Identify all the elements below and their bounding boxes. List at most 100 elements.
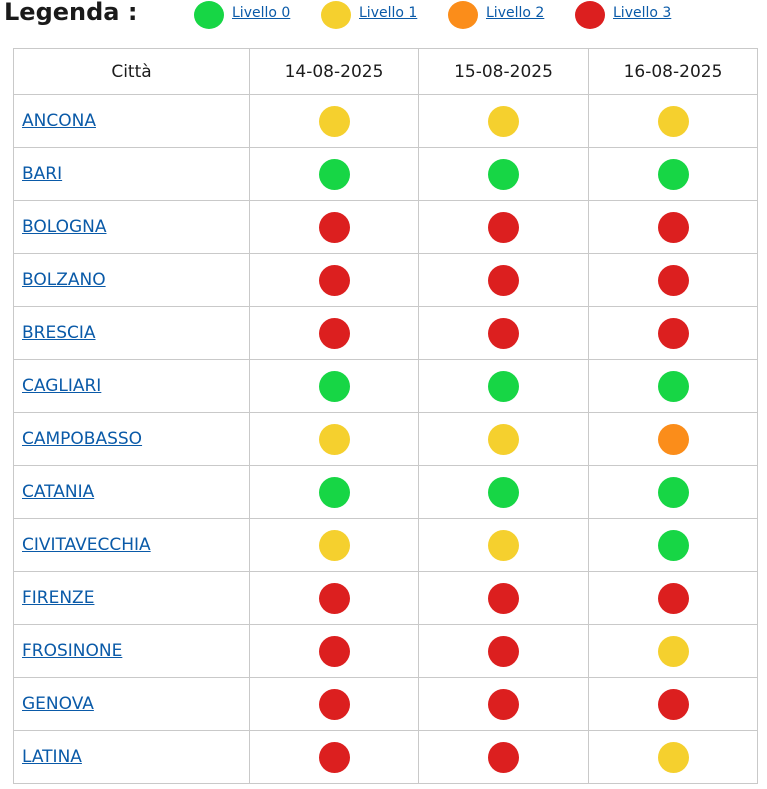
level-3-dot-icon [657, 582, 689, 614]
table-row: CAMPOBASSO [13, 412, 758, 466]
level-cell [418, 412, 589, 466]
level-1-dot-icon [657, 635, 689, 667]
city-link[interactable]: BOLZANO [22, 270, 106, 290]
level-1-dot-icon [321, 1, 351, 29]
level-3-dot-icon [488, 741, 519, 773]
level-cell [588, 200, 758, 254]
level-0-dot-icon [194, 1, 224, 29]
column-header-date: 16-08-2025 [588, 48, 758, 95]
column-header-date: 15-08-2025 [418, 48, 589, 95]
level-3-dot-icon [657, 264, 689, 296]
level-cell [418, 624, 589, 678]
city-link[interactable]: LATINA [22, 747, 82, 767]
legend-link-livello-0[interactable]: Livello 0 [232, 5, 291, 21]
level-cell [588, 306, 758, 360]
table-header-row: Città 14-08-2025 15-08-2025 16-08-2025 [13, 48, 758, 95]
level-0-dot-icon [318, 476, 350, 508]
level-0-dot-icon [657, 158, 689, 190]
city-link[interactable]: BARI [22, 164, 63, 184]
city-cell: ANCONA [13, 94, 250, 148]
level-cell [588, 412, 758, 466]
legend-title: Legenda : [4, 0, 138, 26]
city-cell: BOLZANO [13, 253, 250, 307]
level-cell [418, 253, 589, 307]
level-cell [249, 571, 419, 625]
level-3-dot-icon [575, 1, 605, 29]
legend-link-livello-3[interactable]: Livello 3 [613, 5, 672, 21]
level-cell [249, 359, 419, 413]
level-0-dot-icon [657, 370, 689, 402]
level-cell [588, 359, 758, 413]
legend-item-livello-3[interactable]: Livello 3 [575, 1, 671, 29]
city-link[interactable]: CATANIA [22, 482, 95, 502]
city-link[interactable]: BRESCIA [22, 323, 96, 343]
level-cell [418, 571, 589, 625]
city-cell: BARI [13, 147, 250, 201]
level-3-dot-icon [488, 688, 519, 720]
table-row: CIVITAVECCHIA [13, 518, 758, 572]
level-cell [588, 571, 758, 625]
table-body: ANCONA BARI BOLOGNA BOLZANO BRESCIA CAGLIARI C… [13, 94, 758, 784]
level-cell [418, 518, 589, 572]
level-cell [418, 730, 589, 784]
level-0-dot-icon [657, 476, 689, 508]
city-link[interactable]: GENOVA [22, 694, 94, 714]
level-cell [249, 624, 419, 678]
level-cell [249, 730, 419, 784]
level-2-dot-icon [448, 1, 478, 29]
level-cell [249, 94, 419, 148]
legend-item-livello-0[interactable]: Livello 0 [194, 1, 290, 29]
level-cell [418, 200, 589, 254]
city-cell: GENOVA [13, 677, 250, 731]
city-cell: LATINA [13, 730, 250, 784]
city-link[interactable]: CAMPOBASSO [22, 429, 143, 449]
level-cell [418, 359, 589, 413]
level-1-dot-icon [657, 741, 689, 773]
level-cell [588, 465, 758, 519]
level-cell [249, 147, 419, 201]
level-cell [418, 147, 589, 201]
table-row: GENOVA [13, 677, 758, 731]
level-cell [588, 147, 758, 201]
city-link[interactable]: BOLOGNA [22, 217, 107, 237]
table-row: BOLZANO [13, 253, 758, 307]
level-0-dot-icon [318, 158, 350, 190]
level-3-dot-icon [318, 317, 350, 349]
level-cell [249, 677, 419, 731]
level-0-dot-icon [657, 529, 689, 561]
legend-link-livello-1[interactable]: Livello 1 [359, 5, 418, 21]
level-cell [418, 465, 589, 519]
city-link[interactable]: ANCONA [22, 111, 96, 131]
level-cell [249, 200, 419, 254]
level-3-dot-icon [488, 635, 519, 667]
level-3-dot-icon [657, 688, 689, 720]
column-header-date: 14-08-2025 [249, 48, 419, 95]
level-cell [418, 306, 589, 360]
city-link[interactable]: CIVITAVECCHIA [22, 535, 151, 555]
level-1-dot-icon [657, 105, 689, 137]
level-cell [249, 518, 419, 572]
table-row: CATANIA [13, 465, 758, 519]
city-link[interactable]: FROSINONE [22, 641, 123, 661]
level-3-dot-icon [488, 211, 519, 243]
legend-link-livello-2[interactable]: Livello 2 [486, 5, 545, 21]
legend: Legenda : Livello 0 Livello 1 Livello 2 … [0, 0, 767, 29]
table-row: FIRENZE [13, 571, 758, 625]
level-3-dot-icon [488, 264, 519, 296]
legend-item-livello-2[interactable]: Livello 2 [448, 1, 544, 29]
level-3-dot-icon [318, 264, 350, 296]
level-1-dot-icon [318, 423, 350, 455]
city-cell: BRESCIA [13, 306, 250, 360]
table-row: BARI [13, 147, 758, 201]
city-link[interactable]: CAGLIARI [22, 376, 102, 396]
city-cell: FROSINONE [13, 624, 250, 678]
level-cell [249, 306, 419, 360]
city-cell: CATANIA [13, 465, 250, 519]
level-3-dot-icon [657, 317, 689, 349]
level-cell [588, 253, 758, 307]
legend-item-livello-1[interactable]: Livello 1 [321, 1, 417, 29]
level-1-dot-icon [318, 105, 350, 137]
level-3-dot-icon [318, 688, 350, 720]
city-link[interactable]: FIRENZE [22, 588, 95, 608]
level-0-dot-icon [488, 476, 519, 508]
